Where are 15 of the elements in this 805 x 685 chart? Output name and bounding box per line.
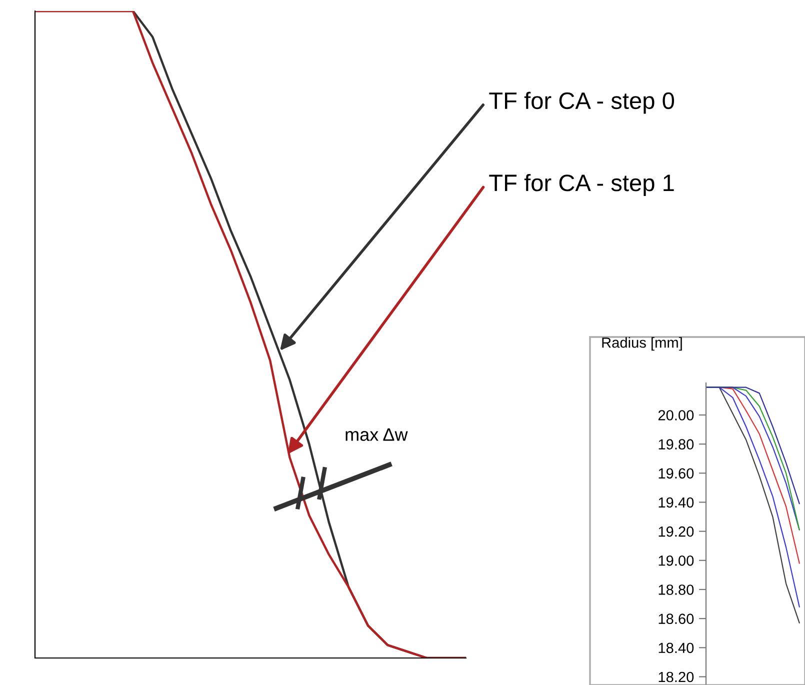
y-tick-label: 18.20 xyxy=(658,672,694,682)
y-tick-label: 18.80 xyxy=(658,584,694,595)
text: TF for CA - step 0 xyxy=(489,92,674,114)
y-tick-label: 18.60 xyxy=(658,614,694,624)
text: TF for CA - step 1 xyxy=(489,174,674,196)
y-tick-label: 19.40 xyxy=(658,497,694,508)
y-axis-title: Radius [mm] xyxy=(602,337,682,351)
y-tick-label: 19.20 xyxy=(658,526,694,537)
line-series xyxy=(706,386,800,504)
y-tick-label: 18.40 xyxy=(658,642,694,654)
y-tick-label: 19.60 xyxy=(658,468,694,479)
y-tick-label: 20.00 xyxy=(658,410,694,420)
y-tick-label: 19.00 xyxy=(658,556,694,566)
y-tick-label: 19.80 xyxy=(658,439,694,450)
annotation: max Δw xyxy=(346,428,408,441)
